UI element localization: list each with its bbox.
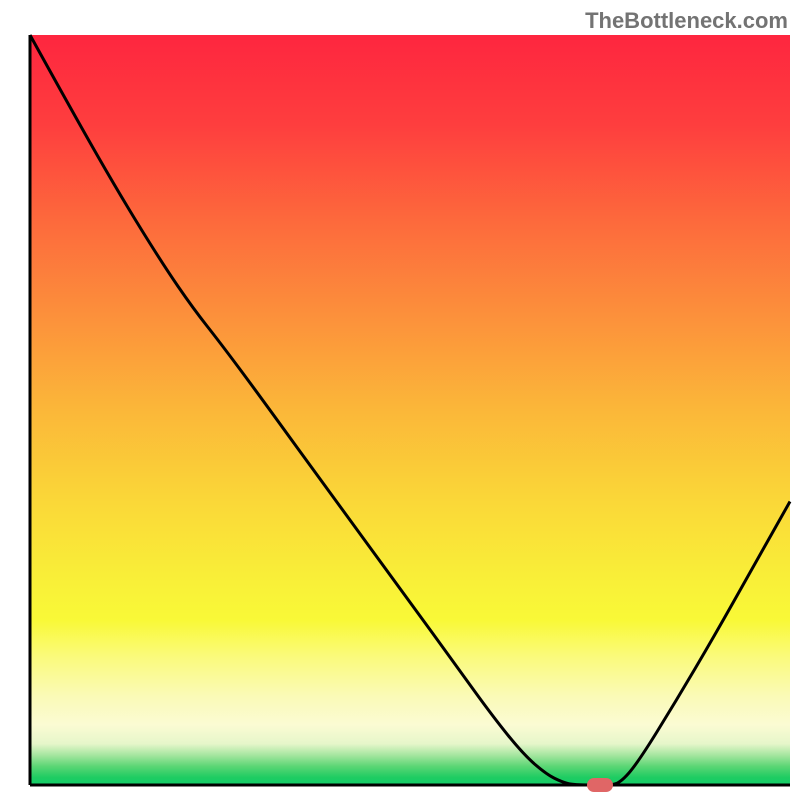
watermark-text: TheBottleneck.com bbox=[585, 8, 788, 34]
chart-container: TheBottleneck.com bbox=[0, 0, 800, 800]
bottleneck-chart bbox=[0, 0, 800, 800]
optimal-marker bbox=[587, 778, 613, 792]
plot-background bbox=[30, 35, 790, 785]
